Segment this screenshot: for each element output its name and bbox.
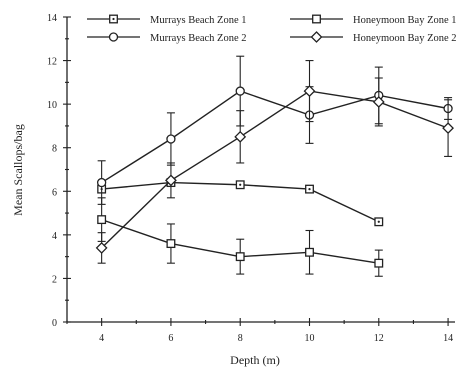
data-point xyxy=(372,96,385,108)
data-point xyxy=(303,85,316,97)
data-point xyxy=(305,184,314,194)
data-point xyxy=(235,86,245,96)
square-marker xyxy=(97,215,107,225)
data-point xyxy=(312,14,321,24)
circle-marker xyxy=(166,134,176,144)
square-marker xyxy=(305,247,314,257)
series-group xyxy=(96,55,453,205)
square-marker xyxy=(312,14,321,24)
legend-item: Murrays Beach Zone 1 xyxy=(87,14,247,26)
legend-label: Murrays Beach Zone 1 xyxy=(150,15,247,26)
series-group xyxy=(97,178,384,227)
x-tick-label: 8 xyxy=(238,333,243,344)
data-point xyxy=(234,130,247,143)
diamond-marker xyxy=(303,85,316,97)
diamond-marker xyxy=(95,242,108,254)
series-group xyxy=(95,60,454,264)
legend-label: Honeymoon Bay Zone 2 xyxy=(353,33,457,44)
data-point xyxy=(165,174,177,187)
series-line xyxy=(101,90,449,184)
x-tick-label: 10 xyxy=(305,333,315,344)
data-point xyxy=(235,252,245,262)
square-marker xyxy=(166,239,176,249)
square-dot-center xyxy=(377,220,380,223)
legend-item: Honeymoon Bay Zone 2 xyxy=(290,31,457,44)
x-tick-label: 14 xyxy=(443,333,453,344)
legend-item: Honeymoon Bay Zone 1 xyxy=(290,14,457,26)
diamond-marker xyxy=(234,130,247,143)
y-axis-title: Mean Scallops/bag xyxy=(11,124,25,216)
series-group xyxy=(97,197,384,277)
x-tick-label: 6 xyxy=(168,333,173,344)
data-point xyxy=(235,180,245,190)
data-point xyxy=(166,239,176,249)
legend: Murrays Beach Zone 1 Murrays Beach Zone 2… xyxy=(87,14,457,44)
y-tick-label: 10 xyxy=(47,100,57,111)
legend-label: Murrays Beach Zone 2 xyxy=(150,33,247,44)
series-line xyxy=(101,90,449,249)
y-tick-label: 4 xyxy=(52,231,57,242)
data-point xyxy=(109,14,118,24)
data-point xyxy=(310,31,323,43)
x-tick-label: 12 xyxy=(374,333,384,344)
axes: 0 2 4 6 8 10 12 14 4 6 8 10 12 14 xyxy=(47,13,455,344)
circle-marker xyxy=(96,177,107,188)
square-dot-center xyxy=(239,183,242,186)
diamond-marker xyxy=(310,31,323,43)
data-point xyxy=(374,217,384,227)
legend-item: Murrays Beach Zone 2 xyxy=(87,32,247,44)
diamond-marker xyxy=(165,174,177,187)
data-point xyxy=(95,242,108,254)
data-point xyxy=(166,134,176,144)
x-axis-title: Depth (m) xyxy=(230,353,280,367)
y-tick-label: 0 xyxy=(52,318,57,329)
y-tick-label: 14 xyxy=(47,13,57,24)
square-dot-center xyxy=(308,188,311,191)
diamond-marker xyxy=(442,122,454,135)
y-tick-label: 2 xyxy=(52,274,57,285)
y-tick-label: 12 xyxy=(47,57,57,68)
diamond-marker xyxy=(372,96,385,108)
x-tick-label: 4 xyxy=(99,333,104,344)
circle-marker xyxy=(235,86,245,96)
circle-marker xyxy=(108,32,119,42)
legend-label: Honeymoon Bay Zone 1 xyxy=(353,15,457,26)
y-tick-label: 8 xyxy=(52,144,57,155)
data-point xyxy=(305,247,314,257)
data-point xyxy=(108,32,119,42)
square-dot-center xyxy=(112,17,115,21)
data-point xyxy=(97,215,107,225)
square-marker xyxy=(374,258,384,268)
square-marker xyxy=(235,252,245,262)
data-point xyxy=(374,258,384,268)
y-tick-label: 6 xyxy=(52,187,57,198)
series-layer xyxy=(95,55,454,277)
data-point xyxy=(442,122,454,135)
data-point xyxy=(96,177,107,188)
